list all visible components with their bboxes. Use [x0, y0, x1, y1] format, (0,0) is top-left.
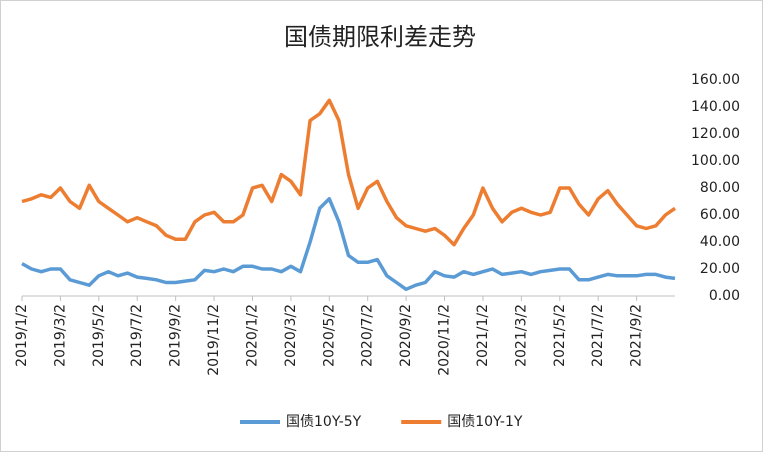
x-tick-label: 2021/9/2 — [629, 304, 645, 367]
x-tick-label: 2020/7/2 — [360, 304, 376, 367]
x-tick-label: 2021/5/2 — [552, 304, 568, 367]
chart-title: 国债期限利差走势 — [284, 23, 476, 51]
x-tick-label: 2019/7/2 — [129, 304, 145, 367]
x-tick-label: 2020/9/2 — [398, 304, 414, 367]
y-tick-label: 80.00 — [700, 180, 740, 196]
y-tick-label: 100.00 — [691, 153, 740, 169]
y-tick-label: 60.00 — [700, 207, 740, 223]
legend-label: 国债10Y-1Y — [447, 414, 523, 430]
x-tick-label: 2019/9/2 — [168, 304, 184, 367]
x-tick-label: 2020/11/2 — [437, 304, 453, 376]
x-tick-label: 2020/3/2 — [283, 304, 299, 367]
x-tick-label: 2020/5/2 — [321, 304, 337, 367]
y-tick-label: 20.00 — [700, 261, 740, 277]
x-tick-label: 2020/1/2 — [244, 304, 260, 367]
y-tick-label: 0.00 — [709, 288, 740, 304]
y-tick-label: 120.00 — [691, 126, 740, 142]
x-tick-label: 2019/11/2 — [206, 304, 222, 376]
x-tick-label: 2019/3/2 — [52, 304, 68, 367]
y-tick-label: 140.00 — [691, 99, 740, 115]
legend-label: 国债10Y-5Y — [286, 414, 362, 430]
series-line — [21, 98, 677, 247]
x-tick-label: 2021/1/2 — [475, 304, 491, 367]
y-tick-label: 160.00 — [691, 72, 740, 88]
x-tick-label: 2021/7/2 — [590, 304, 606, 367]
x-tick-label: 2019/5/2 — [91, 304, 107, 367]
series-line — [21, 197, 676, 292]
y-tick-label: 40.00 — [700, 234, 740, 250]
x-tick-label: 2021/3/2 — [513, 304, 529, 367]
x-tick-label: 2019/1/2 — [14, 304, 30, 367]
